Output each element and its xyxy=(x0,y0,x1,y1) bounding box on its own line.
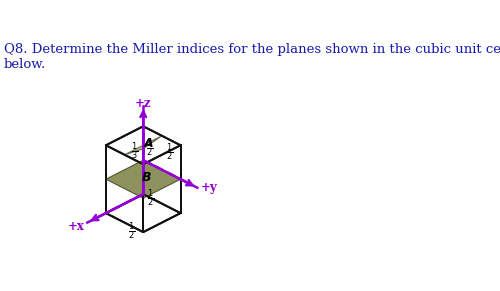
Text: $\frac{1}{3}$: $\frac{1}{3}$ xyxy=(132,140,138,162)
Text: A: A xyxy=(144,137,154,150)
Text: $\frac{1}{2}$: $\frac{1}{2}$ xyxy=(128,220,136,242)
Text: $\frac{1}{2}$: $\frac{1}{2}$ xyxy=(146,137,154,159)
Text: Q8. Determine the Miller indices for the planes shown in the cubic unit cell
bel: Q8. Determine the Miller indices for the… xyxy=(4,42,500,71)
Text: B: B xyxy=(142,171,152,184)
Text: $\frac{1}{2}$: $\frac{1}{2}$ xyxy=(147,187,154,209)
Polygon shape xyxy=(106,160,180,198)
Polygon shape xyxy=(124,136,162,155)
Text: +z: +z xyxy=(135,97,152,110)
Text: +y: +y xyxy=(200,181,217,194)
Text: $\frac{1}{2}$: $\frac{1}{2}$ xyxy=(166,142,173,164)
Text: +x: +x xyxy=(68,220,85,233)
